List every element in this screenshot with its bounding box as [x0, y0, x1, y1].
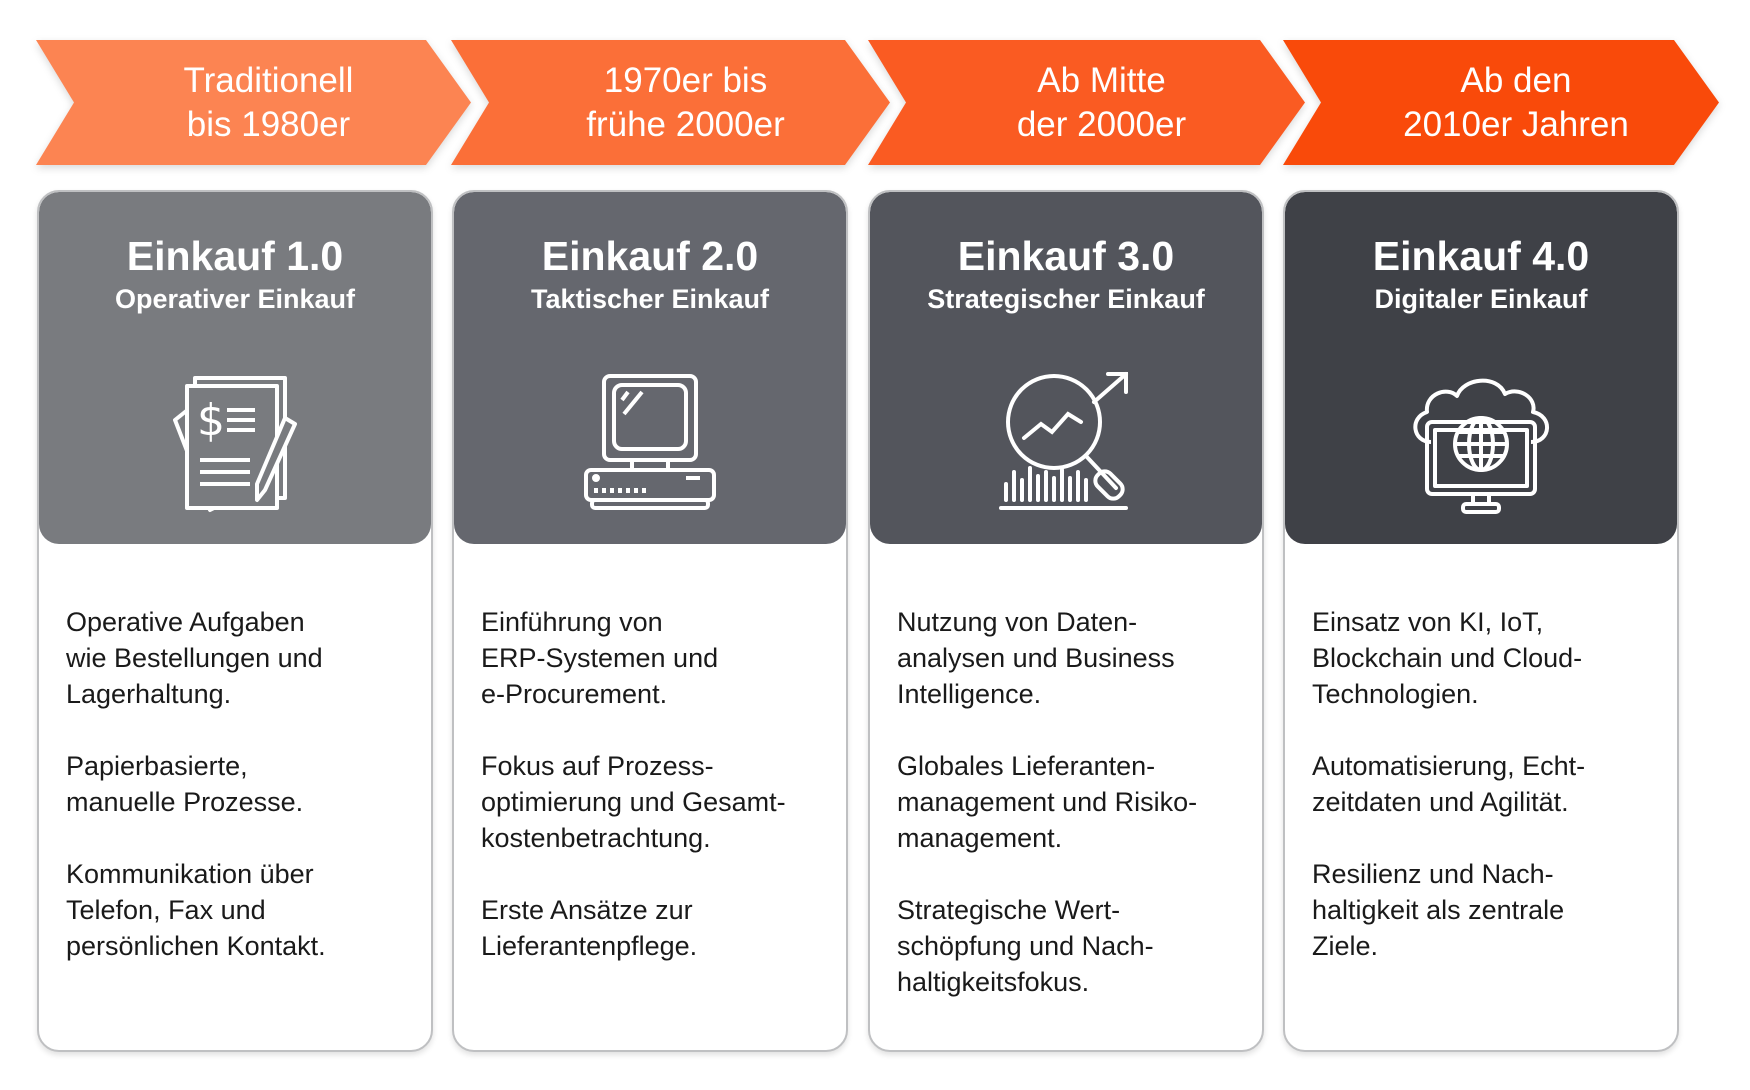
card-subtitle: Digitaler Einkauf	[1374, 284, 1588, 314]
card-paragraph: Erste Ansätze zur Lieferantenpflege.	[481, 895, 698, 961]
timeline-label: 1970er bis frühe 2000er	[586, 60, 785, 144]
card-body: Operative Aufgaben wie Bestellungen und …	[39, 544, 431, 964]
timeline-step-4: Ab den 2010er Jahren	[1283, 40, 1719, 165]
card-paragraph: Einführung von ERP-Systemen und e-Procur…	[481, 607, 719, 709]
card-header: Einkauf 1.0 Operativer Einkauf $	[39, 192, 431, 544]
card-paragraph: Operative Aufgaben wie Bestellungen und …	[66, 607, 323, 709]
chevron-shape	[36, 40, 471, 165]
chevron-shape	[1283, 40, 1719, 165]
card-paragraph: Einsatz von KI, IoT, Blockchain und Clou…	[1312, 607, 1583, 709]
timeline-step-2: 1970er bis frühe 2000er	[451, 40, 890, 165]
card-einkauf-4: Einkauf 4.0 Digitaler Einkauf Einsatz vo…	[1283, 190, 1679, 1052]
card-paragraph: Globales Lieferanten- management und Ris…	[897, 751, 1198, 853]
card-title: Einkauf 1.0	[126, 233, 344, 279]
card-paragraph: Strategische Wert- schöpfung und Nach- h…	[897, 895, 1154, 997]
timeline-label: Ab den 2010er Jahren	[1403, 60, 1629, 144]
card-subtitle: Operativer Einkauf	[114, 284, 356, 314]
card-einkauf-3: Einkauf 3.0 Strategischer Einkauf Nutzun…	[868, 190, 1264, 1052]
card-subtitle: Strategischer Einkauf	[927, 284, 1205, 314]
chevron-shape	[451, 40, 890, 165]
card-title: Einkauf 3.0	[957, 233, 1175, 279]
card-paragraph: Resilienz und Nach- haltigkeit als zentr…	[1312, 859, 1565, 961]
card-body: Einführung von ERP-Systemen und e-Procur…	[454, 544, 846, 964]
analytics-magnifier-icon	[999, 372, 1128, 510]
card-paragraph: Automatisierung, Echt- zeitdaten und Agi…	[1312, 751, 1586, 817]
timeline-step-1: Traditionell bis 1980er	[36, 40, 471, 165]
card-body: Nutzung von Daten- analysen und Business…	[870, 544, 1262, 1000]
timeline-label: Traditionell bis 1980er	[183, 60, 354, 144]
card-header: Einkauf 3.0 Strategischer Einkauf	[870, 192, 1262, 544]
chevron-shape	[868, 40, 1305, 165]
card-paragraph: Kommunikation über Telefon, Fax und pers…	[66, 859, 326, 961]
card-subtitle: Taktischer Einkauf	[530, 284, 770, 314]
card-paragraph: Papierbasierte, manuelle Prozesse.	[66, 751, 304, 817]
card-title: Einkauf 2.0	[541, 233, 759, 279]
timeline-step-3: Ab Mitte der 2000er	[868, 40, 1305, 165]
card-title: Einkauf 4.0	[1372, 233, 1590, 279]
card-einkauf-1: Einkauf 1.0 Operativer Einkauf $ Operati…	[37, 190, 433, 1052]
card-paragraph: Nutzung von Daten- analysen und Business…	[897, 607, 1175, 709]
invoice-document-icon: $	[173, 376, 297, 512]
card-paragraph: Fokus auf Prozess- optimierung und Gesam…	[481, 751, 786, 853]
cloud-globe-monitor-icon	[1413, 378, 1549, 514]
svg-text:$: $	[197, 395, 225, 446]
card-header: Einkauf 2.0 Taktischer Einkauf	[454, 192, 846, 544]
card-einkauf-2: Einkauf 2.0 Taktischer Einkauf Einführun…	[452, 190, 848, 1052]
computer-icon	[584, 374, 716, 510]
timeline-label: Ab Mitte der 2000er	[1016, 60, 1187, 144]
card-body: Einsatz von KI, IoT, Blockchain und Clou…	[1285, 544, 1677, 964]
card-header: Einkauf 4.0 Digitaler Einkauf	[1285, 192, 1677, 544]
